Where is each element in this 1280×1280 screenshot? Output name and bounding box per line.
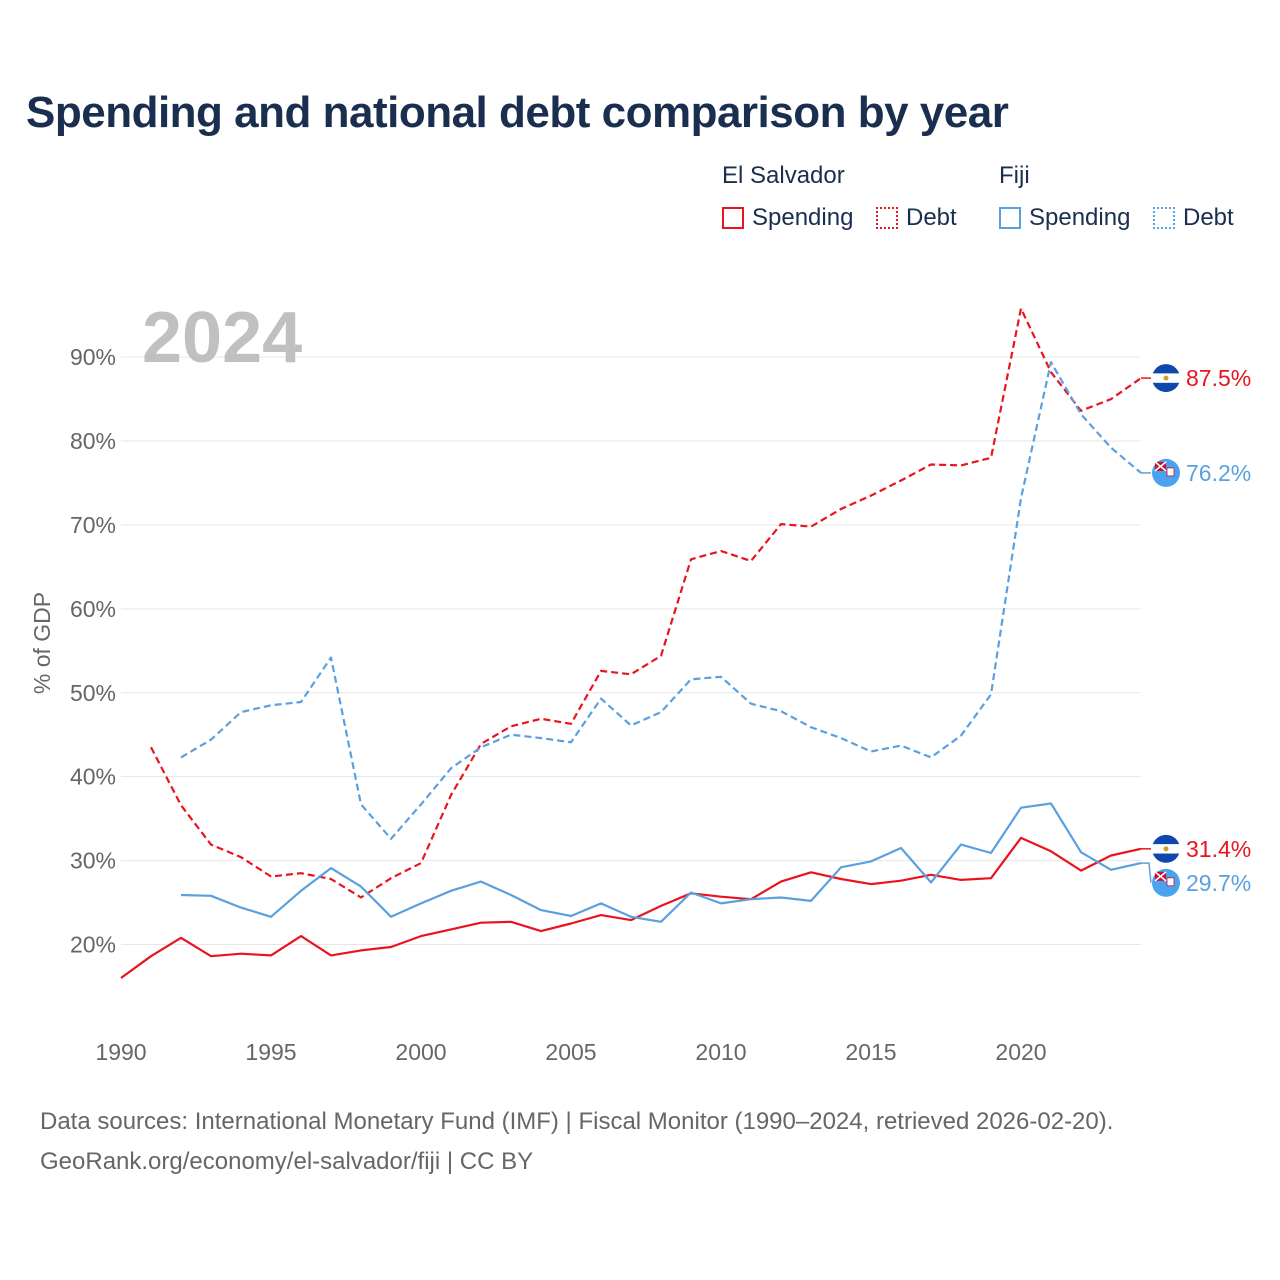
end-label-fiji-debt: 76.2% xyxy=(1141,458,1251,487)
y-tick-label: 70% xyxy=(70,512,116,538)
el-salvador-flag-icon xyxy=(1152,834,1180,863)
x-tick-label: 2015 xyxy=(845,1039,896,1065)
end-value-label: 29.7% xyxy=(1186,870,1251,896)
end-value-label: 76.2% xyxy=(1186,460,1251,486)
end-value-label: 31.4% xyxy=(1186,836,1251,862)
x-tick-label: 1995 xyxy=(245,1039,296,1065)
label-connector xyxy=(1141,862,1152,883)
x-tick-label: 1990 xyxy=(95,1039,146,1065)
fiji-flag-icon xyxy=(1152,868,1180,897)
legend-swatch-dotted xyxy=(1153,207,1175,229)
legend-swatch-solid xyxy=(999,207,1021,229)
series-line-el-salvador-spending[interactable] xyxy=(120,836,1142,979)
legend-label: Spending xyxy=(752,204,854,231)
x-tick-label: 2020 xyxy=(995,1039,1046,1065)
legend-el-salvador-debt[interactable]: Debt xyxy=(876,204,957,232)
fiji-flag-icon xyxy=(1152,458,1180,487)
series-line-fiji-spending[interactable] xyxy=(180,802,1142,923)
footer-credit[interactable]: GeoRank.org/economy/el-salvador/fiji | C… xyxy=(40,1148,534,1175)
end-label-el-salvador-spending: 31.4% xyxy=(1141,834,1251,863)
legend-label: Spending xyxy=(1029,204,1131,231)
legend-el-salvador-spending[interactable]: Spending xyxy=(722,204,853,232)
y-tick-label: 80% xyxy=(70,428,116,454)
chart-title: Spending and national debt comparison by… xyxy=(26,88,1009,137)
y-tick-label: 20% xyxy=(70,931,116,957)
y-tick-label: 30% xyxy=(70,848,116,874)
legend-label: Debt xyxy=(906,204,957,231)
footer-source: Data sources: International Monetary Fun… xyxy=(40,1108,1114,1135)
legend-fiji-spending[interactable]: Spending xyxy=(999,204,1130,232)
y-tick-label: 60% xyxy=(70,596,116,622)
x-tick-label: 2000 xyxy=(395,1039,446,1065)
y-tick-label: 50% xyxy=(70,680,116,706)
legend-swatch-solid xyxy=(722,207,744,229)
y-tick-label: 90% xyxy=(70,344,116,370)
year-watermark: 2024 xyxy=(142,298,302,378)
end-label-fiji-spending: 29.7% xyxy=(1141,862,1251,897)
x-tick-label: 2010 xyxy=(695,1039,746,1065)
legend-country-el-salvador: El Salvador xyxy=(722,162,845,189)
legend-country-fiji: Fiji xyxy=(999,162,1030,189)
series-line-fiji-debt[interactable] xyxy=(180,361,1142,840)
legend-fiji-debt[interactable]: Debt xyxy=(1153,204,1234,232)
legend-swatch-dotted xyxy=(876,207,898,229)
series-line-el-salvador-debt[interactable] xyxy=(150,307,1142,899)
y-axis-label: % of GDP xyxy=(29,592,55,694)
x-tick-label: 2005 xyxy=(545,1039,596,1065)
y-tick-label: 40% xyxy=(70,764,116,790)
end-label-el-salvador-debt: 87.5% xyxy=(1141,364,1251,393)
el-salvador-flag-icon xyxy=(1152,364,1180,393)
end-value-label: 87.5% xyxy=(1186,365,1251,391)
legend-label: Debt xyxy=(1183,204,1234,231)
